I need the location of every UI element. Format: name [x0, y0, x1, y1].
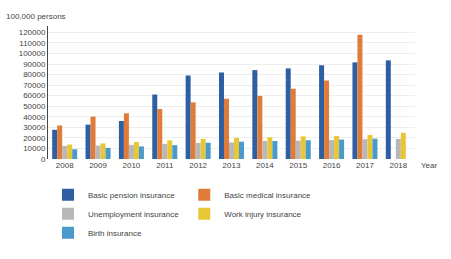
svg-text:2008: 2008 [56, 161, 74, 170]
svg-text:2010: 2010 [123, 161, 141, 170]
svg-text:20000: 20000 [23, 134, 46, 143]
svg-text:100,000 persons: 100,000 persons [6, 12, 66, 21]
svg-text:30000: 30000 [23, 123, 46, 132]
svg-text:2016: 2016 [323, 161, 341, 170]
svg-text:110000: 110000 [19, 39, 46, 48]
svg-text:Basic pension insurance: Basic pension insurance [88, 191, 175, 200]
svg-text:2017: 2017 [356, 161, 374, 170]
svg-text:2014: 2014 [256, 161, 274, 170]
svg-text:Basic medical insurance: Basic medical insurance [224, 191, 311, 200]
svg-text:Work injury insurance: Work injury insurance [224, 210, 301, 219]
svg-text:2009: 2009 [89, 161, 107, 170]
svg-text:0: 0 [41, 155, 46, 164]
svg-text:120000: 120000 [19, 28, 46, 37]
svg-text:100000: 100000 [19, 49, 46, 58]
svg-text:10000: 10000 [23, 144, 46, 153]
svg-text:90000: 90000 [23, 60, 46, 69]
svg-text:40000: 40000 [23, 113, 46, 122]
svg-text:Birth insurance: Birth insurance [88, 229, 142, 238]
svg-text:80000: 80000 [23, 70, 46, 79]
svg-text:70000: 70000 [23, 81, 46, 90]
svg-text:60000: 60000 [23, 91, 46, 100]
svg-text:2013: 2013 [223, 161, 241, 170]
svg-text:2011: 2011 [156, 161, 174, 170]
svg-text:Year: Year [421, 161, 438, 170]
svg-text:2018: 2018 [389, 161, 407, 170]
svg-text:Unemployment insurance: Unemployment insurance [88, 210, 179, 219]
svg-text:2012: 2012 [189, 161, 207, 170]
svg-text:2015: 2015 [289, 161, 307, 170]
svg-text:50000: 50000 [23, 102, 46, 111]
